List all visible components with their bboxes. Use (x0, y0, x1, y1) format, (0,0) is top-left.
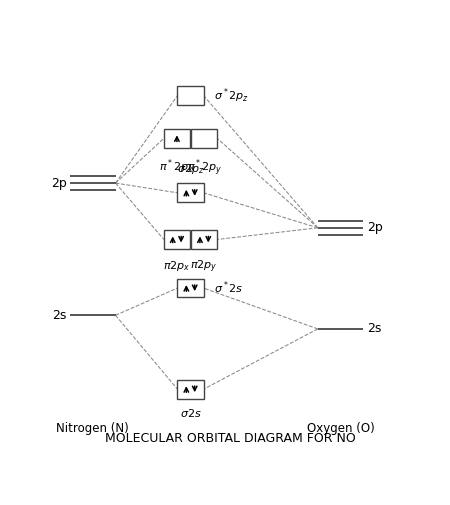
Text: MOLECULAR ORBITAL DIAGRAM FOR NO: MOLECULAR ORBITAL DIAGRAM FOR NO (105, 432, 356, 445)
Text: 2s: 2s (52, 309, 67, 322)
FancyBboxPatch shape (164, 129, 190, 147)
FancyBboxPatch shape (164, 230, 190, 249)
Text: $\pi 2p_y$: $\pi 2p_y$ (190, 259, 218, 275)
FancyBboxPatch shape (191, 129, 217, 147)
FancyBboxPatch shape (177, 279, 203, 297)
Text: $\pi 2p_x$: $\pi 2p_x$ (163, 259, 191, 273)
Text: $\sigma 2s$: $\sigma 2s$ (180, 407, 201, 419)
FancyBboxPatch shape (191, 230, 217, 249)
Text: 2s: 2s (367, 322, 381, 335)
Text: 2p: 2p (367, 221, 382, 234)
Text: $\sigma^*2p_z$: $\sigma^*2p_z$ (214, 86, 249, 105)
FancyBboxPatch shape (177, 380, 203, 398)
Text: Nitrogen (N): Nitrogen (N) (57, 422, 129, 435)
Text: $\pi^*2p_y$: $\pi^*2p_y$ (186, 158, 222, 178)
Text: 2p: 2p (51, 177, 67, 189)
Text: $\pi^*2p_x$: $\pi^*2p_x$ (159, 158, 194, 176)
Text: Oxygen (O): Oxygen (O) (306, 422, 374, 435)
Text: $\sigma^*2s$: $\sigma^*2s$ (214, 280, 243, 296)
FancyBboxPatch shape (177, 86, 203, 105)
FancyBboxPatch shape (177, 183, 203, 202)
Text: $\sigma 2p_z$: $\sigma 2p_z$ (177, 163, 204, 176)
